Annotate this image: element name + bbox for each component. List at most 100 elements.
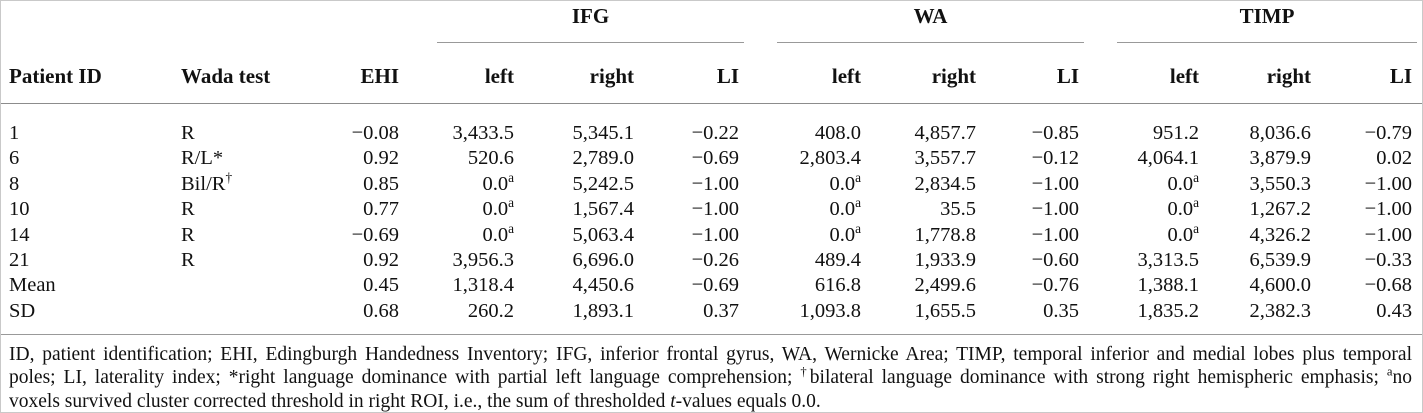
- cell: 1,893.1: [524, 298, 644, 336]
- cell: −0.69: [691, 274, 740, 297]
- cell: 0.35: [986, 298, 1090, 336]
- cell: −0.69: [691, 147, 740, 170]
- cell: 0.02: [1376, 147, 1413, 170]
- cell: R: [181, 249, 195, 272]
- table-row: 1 R −0.08 3,433.5 5,345.1 −0.22 408.0 4,857.7 −0…: [1, 104, 1422, 147]
- table-row: 6 R/L* 0.92 520.6 2,789.0 −0.69 2,803.4 3,557.7…: [1, 146, 1422, 171]
- cell: 2,803.4: [799, 147, 862, 170]
- cell: 0.0a: [482, 169, 514, 195]
- cell: 6,539.9: [1249, 249, 1312, 272]
- cell: 1,093.8: [749, 298, 872, 336]
- cell: 0.85: [363, 172, 399, 195]
- column-header-timp-right: right: [1209, 45, 1322, 104]
- cell: −1.00: [1364, 198, 1413, 221]
- cell: −0.08: [351, 122, 399, 144]
- cell: 35.5: [940, 198, 977, 221]
- cell: 3,879.9: [1249, 147, 1312, 170]
- cell: 5,345.1: [572, 122, 635, 144]
- cell: 0.77: [363, 198, 399, 221]
- cell: 21: [9, 249, 30, 272]
- column-header-ifg-li: LI: [644, 45, 750, 104]
- table-body: 1 R −0.08 3,433.5 5,345.1 −0.22 408.0 4,857.7 −0…: [1, 104, 1422, 336]
- cell: 4,857.7: [914, 122, 977, 144]
- cell: 0.68: [331, 298, 409, 336]
- cell: 4,450.6: [572, 274, 635, 297]
- cell: 4,064.1: [1137, 147, 1200, 170]
- table-row: 21 R 0.92 3,956.3 6,696.0 −0.26 489.4 1,933.9 −0…: [1, 248, 1422, 273]
- cell: 1,318.4: [452, 274, 515, 297]
- cell: 2,789.0: [572, 147, 635, 170]
- cell: −0.68: [1364, 274, 1413, 297]
- group-header-ifg: IFG: [409, 1, 749, 45]
- cell: 0.43: [1321, 298, 1422, 336]
- cell: −1.00: [1031, 172, 1080, 195]
- cell: −1.00: [1031, 198, 1080, 221]
- cell: 8: [9, 172, 20, 195]
- cell: −1.00: [1364, 223, 1413, 246]
- cell: −0.22: [691, 122, 740, 144]
- cell: −1.00: [691, 198, 740, 221]
- cell: 520.6: [467, 147, 514, 170]
- footnote-line-3: voxels survived cluster corrected thresh…: [9, 390, 821, 412]
- cell: 10: [9, 198, 30, 221]
- cell: 0.0a: [1167, 220, 1200, 246]
- cell: 0.0a: [829, 169, 862, 195]
- cell: 0.37: [644, 298, 750, 336]
- cell: 2,834.5: [914, 172, 977, 195]
- column-header-wa-right: right: [871, 45, 987, 104]
- cell: 1,778.8: [914, 223, 977, 246]
- cell: −1.00: [691, 223, 740, 246]
- cell: 1,267.2: [1249, 198, 1312, 221]
- cell: 951.2: [1152, 122, 1200, 144]
- cell: 0.0a: [829, 195, 862, 221]
- column-header-wada-test: Wada test: [181, 45, 331, 104]
- footnote-line-1: ID, patient identification; EHI, Edingbu…: [9, 344, 1412, 366]
- table-row: 14 R −0.69 0.0a 5,063.4 −1.00 0.0a 1,778.8 −1.00…: [1, 220, 1422, 248]
- cell: Mean: [9, 274, 56, 297]
- table-row: Mean 0.45 1,318.4 4,450.6 −0.69 616.8 2,499.6 −…: [1, 273, 1422, 298]
- cell: 3,557.7: [914, 147, 977, 170]
- cell: 1,567.4: [572, 198, 635, 221]
- column-header-patient-id: Patient ID: [1, 45, 181, 104]
- column-header-ehi: EHI: [331, 45, 409, 104]
- cell: 1,655.5: [871, 298, 987, 336]
- cell: R: [181, 198, 195, 221]
- cell: −1.00: [691, 172, 740, 195]
- cell: −0.26: [691, 249, 740, 272]
- cell: SD: [1, 298, 181, 336]
- column-header-wa-left: left: [749, 45, 872, 104]
- cell: 1,933.9: [914, 249, 977, 272]
- cell: −1.00: [1364, 172, 1413, 195]
- table-row: SD 0.68 260.2 1,893.1 0.37 1,093.8 1,655.5 0.35…: [1, 298, 1422, 336]
- footnote-line-2: poles; LI, laterality index; *right lang…: [9, 364, 1412, 389]
- cell: R: [181, 223, 195, 246]
- cell: 0.0a: [482, 220, 514, 246]
- column-header-ifg-right: right: [524, 45, 644, 104]
- cell: 5,063.4: [572, 223, 635, 246]
- cell: −0.79: [1364, 122, 1413, 144]
- column-header-row: Patient ID Wada test EHI left right LI l…: [1, 45, 1422, 104]
- data-table: IFG WA TIMP Patient ID Wada test EHI lef…: [1, 1, 1422, 336]
- table-row: 10 R 0.77 0.0a 1,567.4 −1.00 0.0a 35.5 −1.00 0.0a…: [1, 195, 1422, 222]
- cell: 0.0a: [1167, 195, 1200, 221]
- cell: −1.00: [1031, 223, 1080, 246]
- cell: −0.76: [1031, 274, 1080, 297]
- group-header-timp: TIMP: [1089, 1, 1422, 45]
- cell: 1,835.2: [1089, 298, 1210, 336]
- cell: 0.0a: [482, 195, 514, 221]
- cell: 4,326.2: [1249, 223, 1312, 246]
- cell: −0.69: [351, 223, 399, 246]
- cell: 1,388.1: [1137, 274, 1200, 297]
- cell: [181, 273, 331, 298]
- group-header-spacer: [1, 1, 409, 45]
- cell: 0.0a: [1167, 169, 1200, 195]
- cell: 6,696.0: [572, 249, 635, 272]
- cell: 2,499.6: [914, 274, 977, 297]
- group-header-wa: WA: [749, 1, 1089, 45]
- cell: 3,550.3: [1249, 172, 1312, 195]
- cell: −0.60: [1031, 249, 1080, 272]
- cell: [181, 298, 331, 336]
- group-label-ifg: IFG: [437, 1, 745, 43]
- cell: −0.85: [1031, 122, 1080, 144]
- cell: −0.12: [1031, 147, 1080, 170]
